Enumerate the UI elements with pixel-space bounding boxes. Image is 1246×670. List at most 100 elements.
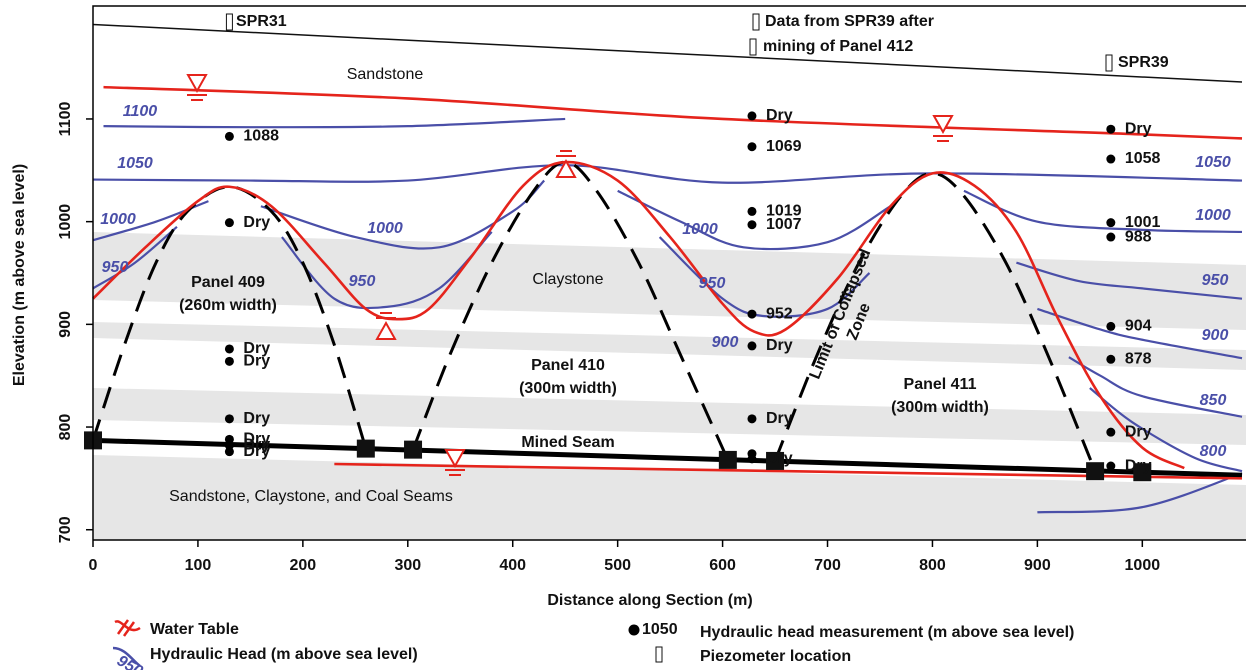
piezometer — [752, 13, 760, 31]
measurement — [224, 356, 234, 366]
measurement — [747, 142, 757, 152]
legend-icon — [114, 619, 141, 637]
x-tick-label: 700 — [814, 557, 841, 574]
piezometer — [1105, 54, 1113, 72]
measurement-label: 988 — [1125, 228, 1152, 245]
measurement-label: 1088 — [243, 128, 279, 145]
hydraulic-head-contour — [1016, 261, 1243, 300]
y-tick-label: 1000 — [57, 204, 74, 240]
plot-frame — [92, 5, 1246, 541]
legend-dot — [628, 624, 640, 636]
contour-label: 1000 — [100, 211, 136, 228]
collapse-limit — [773, 171, 1097, 472]
collapse-limit — [91, 185, 368, 450]
hydraulic-head-contour — [1089, 387, 1243, 473]
legend-piezometer — [655, 646, 663, 663]
measurement-label: 1058 — [1125, 150, 1161, 167]
legend-label: Hydraulic Head (m above sea level) — [150, 646, 418, 663]
hydraulic-head-contour — [1037, 472, 1243, 514]
measurement — [747, 341, 757, 351]
x-tick-label: 0 — [89, 557, 98, 574]
contour-label: 1050 — [1195, 154, 1231, 171]
rock-band — [93, 388, 1246, 445]
measurement — [747, 206, 757, 216]
measurement — [747, 309, 757, 319]
measurement — [1106, 232, 1116, 242]
panel-name: Panel 410 — [531, 357, 605, 374]
contour-label: 900 — [1202, 327, 1229, 344]
panel-name: Panel 411 — [904, 376, 977, 393]
measurement — [224, 131, 234, 141]
y-axis-title: Elevation (m above sea level) — [11, 164, 28, 386]
hydraulic-head-contour — [92, 200, 209, 242]
hydraulic-head-contour — [281, 231, 493, 310]
y-tick-label: 1100 — [57, 102, 74, 137]
seam-label: Mined Seam — [521, 434, 614, 451]
measurement — [747, 414, 757, 424]
measurement — [224, 441, 234, 451]
measurement-label: Dry — [1125, 120, 1152, 137]
measurement-label: 904 — [1125, 318, 1152, 335]
measurement-label: Dry — [766, 410, 793, 427]
panel-edge — [356, 439, 375, 458]
panel-width: (300m width) — [519, 380, 617, 397]
rock-band — [93, 232, 1246, 330]
measurement — [1106, 354, 1116, 364]
panel-width: (260m width) — [179, 297, 277, 314]
legend-label: Hydraulic head measurement (m above sea … — [700, 624, 1074, 641]
measurement — [747, 454, 757, 464]
measurement-label: 1069 — [766, 138, 802, 155]
hydraulic-head-contour — [103, 117, 566, 129]
measurement — [224, 447, 234, 457]
ground-surface — [92, 23, 1243, 83]
contour-label: 950 — [699, 275, 726, 292]
water-table-symbol — [555, 158, 577, 178]
measurement-label: 1019 — [766, 203, 802, 220]
piezometer-label: SPR31 — [236, 13, 287, 30]
measurement-label: 878 — [1125, 350, 1152, 367]
contour-label: 950 — [1202, 272, 1229, 289]
measurement — [224, 434, 234, 444]
measurement-label: Dry — [766, 450, 793, 467]
y-tick-label: 800 — [57, 414, 74, 441]
measurement-label: 1007 — [766, 216, 802, 233]
piezometer-label: SPR39 — [1118, 54, 1169, 71]
unit-label: Claystone — [532, 271, 603, 288]
legend-icon — [112, 646, 141, 667]
legend-label: Piezometer location — [700, 648, 851, 665]
measurement-label: Dry — [243, 410, 270, 427]
contour-label: 850 — [1200, 392, 1227, 409]
panel-width: (300m width) — [891, 399, 989, 416]
y-tick-label: 700 — [57, 516, 74, 543]
water-table-symbol — [444, 449, 466, 469]
collapse-limit — [411, 160, 730, 461]
panel-edge — [1133, 463, 1152, 482]
measurement-label: Dry — [243, 214, 270, 231]
measurement — [1106, 461, 1116, 471]
mined-seam — [92, 437, 1243, 478]
measurement-label: Dry — [243, 437, 270, 454]
contour-label: 900 — [712, 334, 739, 351]
measurement-label: Dry — [243, 340, 270, 357]
hydraulic-head-contour — [260, 179, 546, 250]
rock-band — [93, 455, 1246, 540]
measurement — [1106, 321, 1116, 331]
measurement — [1106, 154, 1116, 164]
water-table — [92, 160, 1185, 470]
x-tick-label: 200 — [290, 557, 317, 574]
measurement — [224, 414, 234, 424]
water-table-symbol — [186, 74, 208, 94]
water-table — [103, 85, 1243, 140]
x-tick-label: 300 — [394, 557, 421, 574]
contour-label: 1000 — [367, 220, 403, 237]
panel-edge — [1086, 462, 1105, 481]
measurement-label: Dry — [243, 443, 270, 460]
measurement — [1106, 218, 1116, 228]
contour-label: 1000 — [1195, 207, 1231, 224]
piezometer — [749, 38, 757, 56]
water-table-symbol — [375, 320, 397, 340]
measurement — [224, 344, 234, 354]
hydraulic-head-contour — [617, 189, 892, 251]
contour-label: 1050 — [117, 155, 153, 172]
